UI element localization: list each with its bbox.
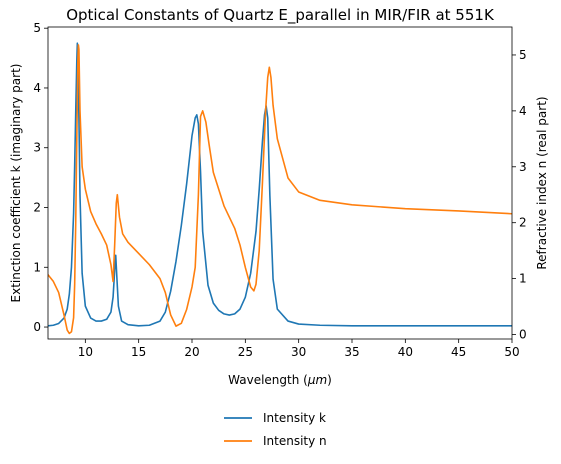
y-right-tick-label: 5 [519, 48, 527, 62]
y-left-tick-label: 3 [33, 141, 41, 155]
y-left-tick-label: 2 [33, 201, 41, 215]
chart-title: Optical Constants of Quartz E_parallel i… [66, 6, 495, 25]
x-tick-label: 50 [504, 345, 519, 359]
y-right-tick-label: 3 [519, 160, 527, 174]
x-tick-label: 35 [344, 345, 359, 359]
y-left-tick-label: 1 [33, 260, 41, 274]
series-layer [48, 42, 512, 335]
y-left-tick-label: 5 [33, 21, 41, 35]
series-line-n [48, 44, 512, 335]
x-axis: 10 15 20 25 30 35 40 45 50 [78, 339, 520, 359]
y-right-tick-label: 2 [519, 216, 527, 230]
y-axis-right-label: Refractive index n (real part) [535, 96, 549, 269]
x-tick-label: 45 [451, 345, 466, 359]
x-tick-label: 40 [398, 345, 413, 359]
y-axis-right: 0 1 2 3 4 5 [512, 48, 527, 342]
x-axis-label: Wavelength (μm) [228, 373, 332, 387]
plot-frame [47, 26, 513, 340]
y-left-tick-label: 4 [33, 81, 41, 95]
x-tick-label: 20 [184, 345, 199, 359]
x-tick-label: 25 [238, 345, 253, 359]
y-axis-left: 0 1 2 3 4 5 [33, 21, 48, 334]
legend-label-k: Intensity k [263, 411, 326, 425]
legend-label-n: Intensity n [263, 434, 327, 448]
x-tick-label: 15 [131, 345, 146, 359]
y-axis-left-label: Extinction coefficient k (imaginary part… [9, 64, 23, 303]
y-right-tick-label: 0 [519, 328, 527, 342]
y-right-tick-label: 1 [519, 272, 527, 286]
x-tick-label: 10 [78, 345, 93, 359]
y-right-tick-label: 4 [519, 104, 527, 118]
legend: Intensity k Intensity n [224, 411, 327, 448]
y-left-tick-label: 0 [33, 320, 41, 334]
x-tick-label: 30 [291, 345, 306, 359]
